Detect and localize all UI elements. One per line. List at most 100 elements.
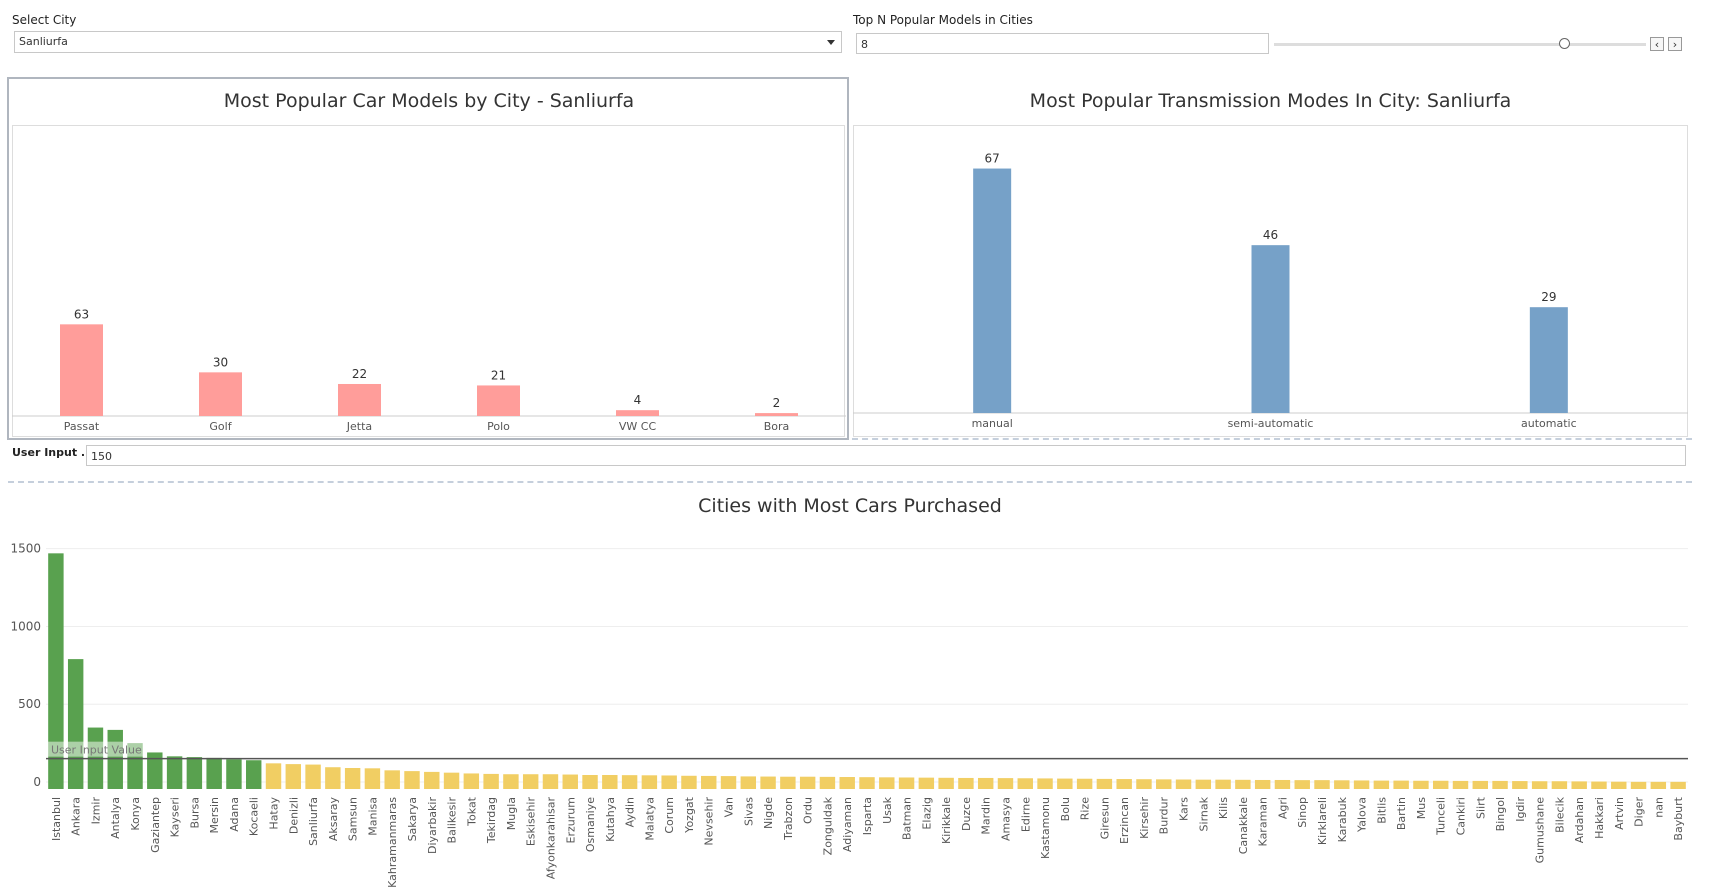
city-bar[interactable] [503, 774, 519, 789]
city-bar[interactable] [562, 774, 578, 789]
city-tick-label: Aksaray [327, 797, 340, 842]
model-bar[interactable] [755, 413, 798, 416]
city-bar[interactable] [582, 775, 598, 789]
city-bar[interactable] [147, 752, 163, 789]
city-bar[interactable] [443, 772, 460, 789]
city-bar[interactable] [1591, 781, 1607, 789]
city-bar[interactable] [1294, 780, 1310, 789]
city-bar[interactable] [740, 776, 757, 789]
city-bar[interactable] [404, 771, 420, 789]
city-bar[interactable] [1571, 781, 1587, 789]
transmission-bar[interactable] [973, 168, 1012, 413]
city-bar[interactable] [938, 777, 954, 789]
city-bar[interactable] [760, 776, 776, 789]
city-bar[interactable] [681, 775, 697, 789]
city-bar[interactable] [1531, 781, 1548, 789]
city-bar[interactable] [1136, 779, 1152, 789]
city-bar[interactable] [1235, 779, 1251, 789]
city-bar[interactable] [621, 775, 638, 789]
topn-input[interactable]: 8 [856, 33, 1269, 54]
city-bar[interactable] [1670, 781, 1686, 789]
models-chart-frame[interactable] [7, 77, 849, 440]
city-bar[interactable] [344, 768, 361, 789]
city-bar[interactable] [1274, 779, 1291, 789]
city-bar[interactable] [1512, 781, 1528, 789]
city-bar[interactable] [1096, 778, 1113, 789]
city-bar[interactable] [1057, 778, 1073, 789]
city-bar[interactable] [602, 775, 618, 789]
city-bar[interactable] [997, 778, 1014, 789]
increment-button[interactable]: › [1668, 37, 1682, 51]
model-bar[interactable] [477, 385, 520, 416]
city-bar[interactable] [958, 777, 974, 789]
city-bar[interactable] [463, 773, 480, 789]
chevron-down-icon[interactable] [827, 40, 835, 45]
city-bar[interactable] [1017, 778, 1033, 789]
city-bar[interactable] [799, 776, 816, 789]
city-bar[interactable] [522, 774, 539, 789]
city-bar[interactable] [1116, 779, 1132, 789]
city-bar[interactable] [1334, 780, 1350, 789]
city-bar[interactable] [898, 777, 915, 789]
topn-slider-handle[interactable] [1559, 38, 1571, 49]
city-bar[interactable] [206, 757, 222, 789]
city-bar[interactable] [879, 777, 895, 789]
city-bar[interactable] [325, 767, 341, 789]
city-bar[interactable] [641, 775, 658, 789]
city-bar[interactable] [1037, 778, 1053, 789]
city-bar[interactable] [1314, 780, 1330, 789]
city-bar[interactable] [1432, 780, 1449, 789]
city-bar[interactable] [661, 775, 677, 789]
city-bar[interactable] [1472, 780, 1488, 789]
user-input-field[interactable]: 150 [86, 445, 1686, 466]
city-bar[interactable] [720, 776, 737, 789]
city-bar[interactable] [1650, 781, 1667, 789]
city-bar[interactable] [1393, 780, 1409, 789]
transmission-bar[interactable] [1529, 307, 1568, 413]
model-bar[interactable] [616, 410, 659, 416]
city-bar[interactable] [839, 777, 855, 789]
city-bar[interactable] [1452, 780, 1469, 789]
model-bar[interactable] [199, 372, 242, 416]
city-bar[interactable] [1611, 781, 1627, 789]
model-bar[interactable] [338, 383, 381, 416]
city-bar[interactable] [1353, 780, 1370, 789]
city-bar[interactable] [226, 759, 242, 789]
city-bar[interactable] [1630, 781, 1647, 789]
city-bar[interactable] [364, 768, 381, 789]
city-bar[interactable] [1215, 779, 1231, 789]
city-bar[interactable] [483, 773, 499, 789]
city-bar[interactable] [859, 777, 875, 789]
city-bar[interactable] [1076, 778, 1093, 789]
city-bar[interactable] [384, 770, 400, 789]
city-bar[interactable] [780, 776, 796, 789]
city-bar[interactable] [305, 764, 321, 789]
city-select[interactable]: Sanliurfa [14, 31, 842, 53]
city-bar[interactable] [48, 553, 64, 789]
city-bar[interactable] [1175, 779, 1192, 789]
city-bar[interactable] [107, 729, 123, 789]
city-bar[interactable] [67, 659, 84, 789]
city-bar[interactable] [701, 775, 717, 789]
city-bar[interactable] [186, 757, 203, 789]
city-bar[interactable] [977, 777, 994, 789]
topn-slider-track[interactable] [1274, 43, 1646, 46]
city-bar[interactable] [1373, 780, 1390, 789]
city-bar[interactable] [1551, 781, 1568, 789]
city-bar[interactable] [166, 756, 183, 789]
city-bar[interactable] [1413, 780, 1429, 789]
city-bar[interactable] [542, 774, 559, 789]
city-bar[interactable] [1195, 779, 1212, 789]
decrement-button[interactable]: ‹ [1650, 37, 1664, 51]
city-bar[interactable] [1156, 779, 1172, 789]
city-bar[interactable] [424, 771, 440, 789]
model-bar[interactable] [60, 324, 103, 416]
transmission-bar[interactable] [1251, 245, 1290, 413]
city-bar[interactable] [285, 764, 302, 789]
city-bar[interactable] [1492, 780, 1508, 789]
city-bar[interactable] [1254, 779, 1271, 789]
city-bar[interactable] [819, 776, 836, 789]
city-bar[interactable] [246, 760, 262, 789]
city-bar[interactable] [265, 763, 282, 789]
city-bar[interactable] [918, 777, 935, 789]
